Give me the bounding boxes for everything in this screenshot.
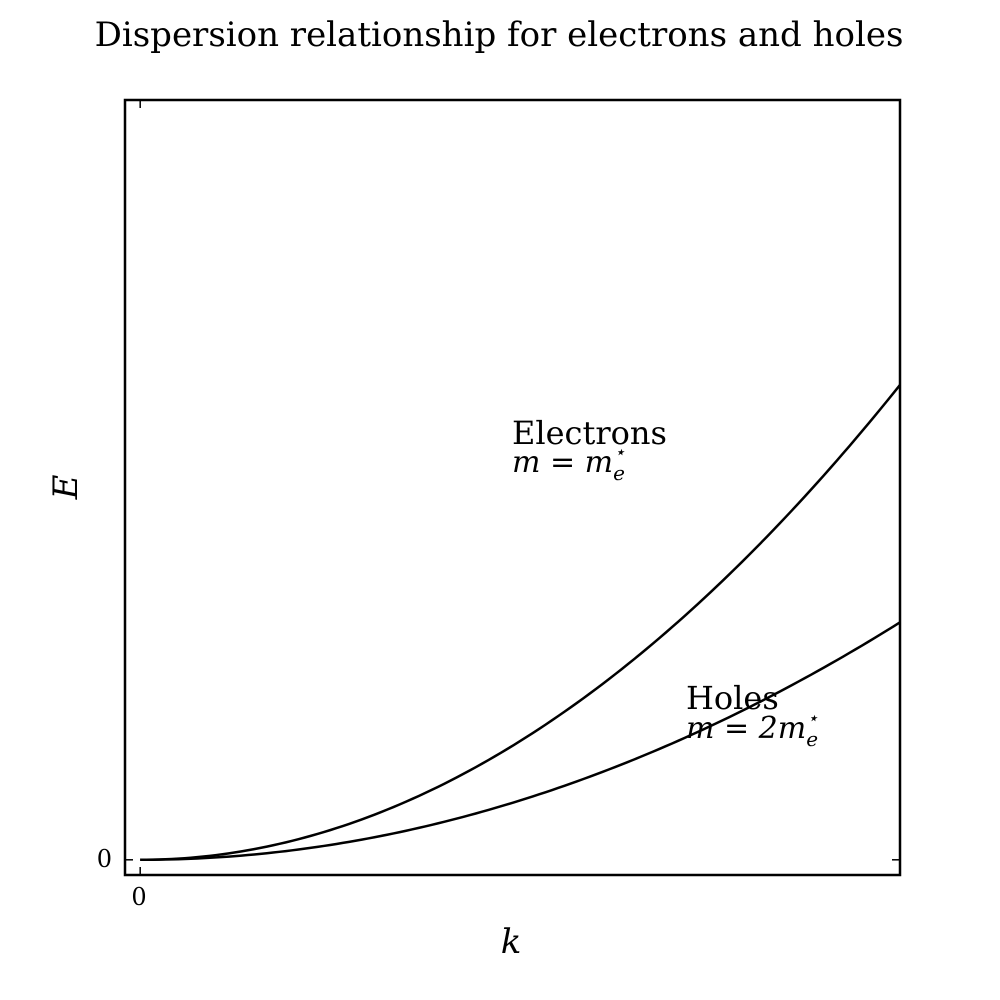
series-line-holes: [140, 621, 901, 862]
electrons-annotation-name: Electrons: [512, 414, 667, 452]
series-layer: [140, 384, 901, 862]
y-tick-label-0: 0: [97, 845, 112, 873]
holes-mass-sub: e: [806, 727, 818, 751]
holes-annotation-mass: m = 2me⋆: [686, 708, 818, 751]
plot-frame: [123, 98, 902, 877]
axis-ticks: [125, 100, 900, 875]
x-axis-label: k: [501, 922, 522, 962]
holes-mass-sup: ⋆: [807, 708, 818, 729]
electrons-annotation-mass: m = me⋆: [512, 442, 625, 485]
series-line-electrons: [140, 384, 901, 862]
electrons-mass-sub: e: [613, 461, 625, 485]
holes-mass-prefix: m = 2m: [686, 711, 806, 746]
electrons-mass-prefix: m = m: [512, 445, 613, 480]
y-axis-label: E: [46, 474, 86, 500]
chart-title: Dispersion relationship for electrons an…: [95, 15, 904, 55]
holes-annotation-name: Holes: [686, 679, 779, 717]
x-tick-label-0: 0: [131, 883, 146, 911]
electrons-mass-sup: ⋆: [614, 442, 625, 463]
